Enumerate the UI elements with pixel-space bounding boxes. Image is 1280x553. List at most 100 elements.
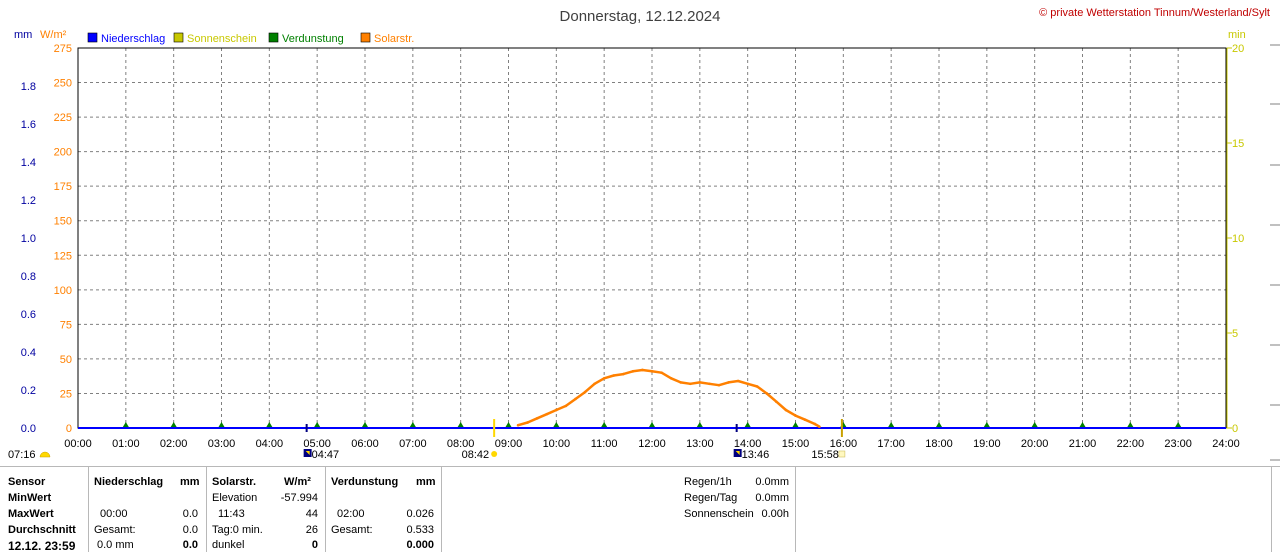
x-tick-label: 06:00	[351, 438, 379, 450]
solar-point	[526, 421, 529, 424]
moon-highlight	[305, 451, 310, 455]
y-tick-min: 0	[1232, 423, 1238, 435]
label-durchschnitt: Durchschnitt	[8, 524, 76, 536]
sun-icon	[491, 451, 498, 457]
verdunstung-point	[1031, 422, 1038, 427]
verdunstung-point	[1175, 422, 1182, 427]
niederschlag-gesamt-val: 0.0	[182, 524, 198, 536]
verdunstung-point	[122, 422, 129, 427]
verdunstung-point	[1127, 422, 1134, 427]
solar-point	[669, 376, 673, 380]
verdunstung-point	[649, 422, 655, 427]
solar-point	[813, 422, 816, 426]
y-tick-mm: 1.8	[21, 81, 36, 93]
verdunstung-point	[601, 422, 608, 427]
x-tick-label: 15:00	[782, 438, 810, 450]
y-tick-wm2: 250	[54, 78, 72, 90]
solar-point	[641, 368, 644, 372]
solar-point	[765, 392, 769, 395]
solar-point	[574, 397, 577, 401]
y-tick-mm: 0.8	[21, 271, 36, 283]
verdunstung-point	[888, 422, 895, 427]
verdunstung-gesamt-val: 0.533	[406, 524, 434, 536]
solar-elev-label: Elevation	[212, 492, 258, 504]
head-niederschlag: Niederschlag	[94, 476, 164, 488]
marker-label: 07:16	[8, 449, 36, 461]
unit-mm: mm	[14, 29, 32, 41]
verdunstung-point	[314, 422, 321, 427]
label-timestamp: 12.12. 23:59	[8, 539, 76, 553]
solar-point	[727, 381, 730, 384]
x-tick-label: 01:00	[112, 438, 140, 450]
verdunstung-point	[936, 422, 942, 427]
y-tick-min: 10	[1232, 233, 1244, 245]
solar-point	[516, 423, 520, 427]
solar-point	[717, 383, 721, 387]
y-tick-wm2: 75	[60, 319, 72, 331]
label-maxwert: MaxWert	[8, 508, 54, 520]
verdunstung-max-time: 02:00	[337, 508, 365, 520]
sunrise-icon	[39, 451, 51, 458]
solar-point	[593, 382, 596, 386]
weather-chart: Donnerstag, 12.12.2024 © private Wetters…	[8, 7, 1280, 461]
verdunstung-point	[170, 422, 177, 427]
verdunstung-point	[218, 422, 225, 427]
regen-1h-label: Regen/1h	[684, 476, 732, 488]
markers-layer: 07:16 04:47 08:42 13:46 15:58	[8, 419, 846, 461]
verdunstung-gesamt-label: Gesamt:	[331, 524, 373, 536]
solar-max-val: 44	[305, 508, 318, 520]
y-tick-wm2: 25	[60, 388, 72, 400]
solar-point	[650, 370, 654, 373]
x-tick-label: 00:00	[64, 438, 92, 450]
x-tick-label: 22:00	[1117, 438, 1145, 450]
x-tick-label: 10:00	[543, 438, 571, 450]
solar-point	[688, 382, 692, 386]
credit-text: © private Wetterstation Tinnum/Westerlan…	[1039, 7, 1270, 19]
chart-title: Donnerstag, 12.12.2024	[560, 8, 721, 25]
y-tick-wm2: 0	[66, 423, 72, 435]
sunset-icon	[838, 450, 846, 458]
y-tick-mm: 0.0	[21, 423, 36, 435]
y-tick-min: 5	[1232, 328, 1238, 340]
marker-label: 13:46	[742, 449, 770, 461]
legend-label: Solarstr.	[374, 33, 414, 45]
solar-point	[660, 371, 663, 375]
unit-niederschlag: mm	[180, 476, 200, 488]
regen-tag-label: Regen/Tag	[684, 492, 738, 504]
x-tick-label: 21:00	[1069, 438, 1097, 450]
unit-solar: W/m²	[284, 476, 311, 488]
solar-point	[535, 417, 539, 420]
solar-elev-val: -57.994	[280, 492, 318, 504]
unit-wm2: W/m²	[40, 29, 67, 41]
x-tick-label: 18:00	[925, 438, 953, 450]
sonnenschein-label: Sonnenschein	[684, 508, 754, 520]
grid	[78, 48, 1226, 428]
solar-point	[545, 412, 549, 416]
x-tick-label: 03:00	[208, 438, 236, 450]
marker-label: 08:42	[462, 449, 490, 461]
niederschlag-last-label: 0.0 mm	[97, 539, 134, 551]
x-tick-label: 04:00	[256, 438, 284, 450]
x-tick-label: 20:00	[1021, 438, 1049, 450]
y-tick-mm: 0.4	[21, 347, 36, 359]
solar-point	[564, 404, 568, 408]
solar-point	[708, 382, 711, 386]
y-tick-mm: 1.6	[21, 119, 36, 131]
legend-label: Niederschlag	[101, 33, 165, 45]
solar-point	[736, 379, 740, 383]
niederschlag-max-val: 0.0	[182, 508, 198, 520]
y-tick-wm2: 200	[54, 147, 72, 159]
verdunstung-point	[1079, 422, 1086, 427]
head-solar: Solarstr.	[212, 476, 257, 488]
x-tick-label: 23:00	[1164, 438, 1192, 450]
legend-label: Sonnenschein	[187, 33, 257, 45]
label-minwert: MinWert	[8, 492, 52, 504]
niederschlag-last-val: 0.0	[182, 539, 198, 551]
x-tick-label: 02:00	[160, 438, 188, 450]
x-tick-label: 19:00	[973, 438, 1001, 450]
axes: 00:00 01:00 02:00 03:00 04:00 05:00 06:00 07:00…	[21, 43, 1245, 450]
verdunstung-point	[553, 422, 560, 427]
y-tick-mm: 1.0	[21, 233, 36, 245]
verdunstung-point	[696, 422, 703, 427]
verdunstung-point	[266, 422, 273, 427]
